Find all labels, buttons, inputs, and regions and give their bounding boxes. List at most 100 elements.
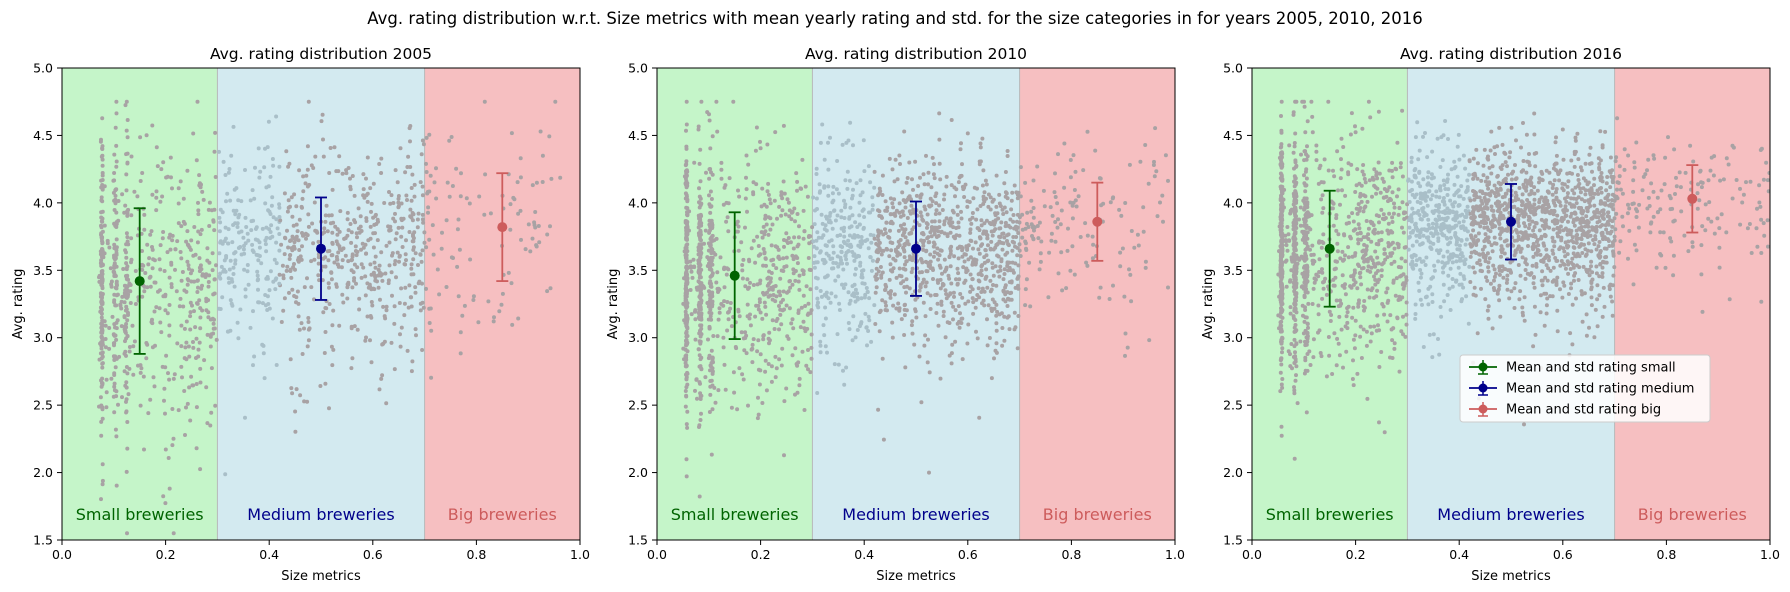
scatter-point-medium bbox=[855, 225, 860, 229]
scatter-point-small bbox=[1359, 282, 1364, 287]
scatter-point-small bbox=[761, 290, 765, 295]
scatter-point-medium bbox=[926, 170, 931, 175]
scatter-point-big bbox=[447, 194, 452, 199]
scatter-point-small bbox=[704, 170, 708, 175]
scatter-point-big bbox=[1122, 294, 1127, 299]
scatter-point-small bbox=[779, 213, 784, 218]
scatter-point-small bbox=[99, 497, 103, 502]
scatter-point-medium bbox=[841, 229, 846, 234]
scatter-point-small bbox=[772, 327, 777, 331]
scatter-point-small bbox=[1302, 207, 1307, 212]
scatter-point-medium bbox=[245, 263, 250, 267]
scatter-point-medium bbox=[323, 213, 328, 218]
scatter-point-medium bbox=[890, 201, 895, 206]
scatter-point-medium bbox=[818, 289, 823, 293]
scatter-point-small bbox=[98, 395, 103, 400]
scatter-point-medium bbox=[989, 239, 994, 244]
scatter-point-medium bbox=[904, 277, 909, 282]
scatter-point-medium bbox=[268, 269, 273, 274]
scatter-point-small bbox=[130, 323, 135, 328]
scatter-point-medium bbox=[226, 170, 231, 175]
scatter-point-small bbox=[750, 346, 755, 351]
scatter-point-medium bbox=[1007, 297, 1012, 302]
scatter-point-small bbox=[782, 244, 786, 249]
scatter-point-small bbox=[1355, 211, 1360, 216]
scatter-point-small bbox=[196, 285, 200, 290]
scatter-point-big bbox=[1153, 126, 1158, 131]
scatter-point-small bbox=[165, 311, 170, 316]
scatter-point-small bbox=[737, 314, 742, 319]
band-label-big: Big breweries bbox=[448, 505, 557, 524]
scatter-point-small bbox=[708, 392, 713, 397]
scatter-point-medium bbox=[981, 168, 986, 173]
scatter-point-small bbox=[1321, 286, 1326, 291]
scatter-point-small bbox=[1365, 259, 1370, 264]
scatter-point-medium bbox=[277, 164, 282, 169]
scatter-point-small bbox=[167, 235, 172, 240]
scatter-point-small bbox=[133, 269, 138, 273]
scatter-point-medium bbox=[877, 240, 882, 245]
scatter-point-medium bbox=[846, 290, 851, 295]
scatter-point-medium bbox=[355, 249, 360, 254]
scatter-point-medium bbox=[305, 344, 310, 349]
scatter-point-big bbox=[1110, 196, 1115, 201]
scatter-point-medium bbox=[974, 217, 979, 222]
scatter-point-small bbox=[189, 238, 194, 243]
scatter-point-small bbox=[114, 337, 119, 342]
scatter-point-small bbox=[182, 326, 187, 331]
scatter-point-medium bbox=[932, 176, 937, 181]
scatter-point-medium bbox=[876, 269, 881, 274]
scatter-point-medium bbox=[977, 162, 982, 167]
scatter-point-medium bbox=[1593, 234, 1598, 239]
scatter-point-medium bbox=[811, 239, 816, 244]
scatter-point-medium bbox=[874, 249, 879, 254]
scatter-point-medium bbox=[877, 213, 882, 218]
x-tick-label: 1.0 bbox=[1165, 547, 1185, 562]
scatter-point-medium bbox=[1009, 290, 1014, 295]
scatter-point-medium bbox=[838, 255, 843, 260]
scatter-point-small bbox=[165, 174, 170, 179]
scatter-point-small bbox=[1375, 255, 1380, 260]
scatter-point-small bbox=[1303, 149, 1308, 154]
scatter-point-medium bbox=[351, 270, 356, 275]
scatter-point-medium bbox=[903, 262, 907, 267]
scatter-point-small bbox=[707, 353, 712, 358]
scatter-point-small bbox=[706, 304, 711, 309]
scatter-point-small bbox=[1374, 170, 1379, 175]
scatter-point-small bbox=[717, 310, 722, 315]
scatter-point-small bbox=[1339, 301, 1344, 306]
scatter-point-medium bbox=[860, 281, 865, 286]
scatter-point-small bbox=[1352, 268, 1357, 273]
scatter-point-small bbox=[1403, 334, 1408, 339]
scatter-point-medium bbox=[310, 221, 315, 226]
scatter-point-medium bbox=[865, 290, 870, 294]
scatter-point-small bbox=[157, 288, 162, 293]
scatter-point-medium bbox=[897, 266, 902, 271]
scatter-point-big bbox=[1107, 297, 1112, 301]
scatter-point-small bbox=[762, 251, 767, 256]
scatter-point-medium bbox=[979, 243, 983, 248]
scatter-point-medium bbox=[902, 248, 906, 252]
scatter-point-medium bbox=[876, 234, 880, 239]
scatter-point-small bbox=[99, 330, 104, 335]
scatter-point-small bbox=[103, 337, 108, 341]
scatter-point-medium bbox=[368, 224, 373, 229]
scatter-point-medium bbox=[335, 262, 340, 267]
scatter-point-small bbox=[176, 201, 181, 206]
scatter-point-medium bbox=[812, 265, 817, 270]
scatter-point-small bbox=[185, 229, 190, 234]
scatter-point-medium bbox=[889, 219, 894, 224]
scatter-point-medium bbox=[925, 269, 930, 274]
scatter-point-medium bbox=[357, 307, 362, 312]
scatter-point-small bbox=[798, 325, 803, 330]
scatter-point-small bbox=[138, 403, 143, 408]
scatter-point-big bbox=[1017, 248, 1022, 253]
scatter-point-medium bbox=[948, 230, 953, 235]
scatter-point-small bbox=[1342, 257, 1346, 262]
scatter-point-medium bbox=[350, 174, 355, 178]
scatter-point-small bbox=[685, 220, 690, 224]
scatter-point-small bbox=[100, 350, 105, 355]
scatter-point-medium bbox=[830, 200, 835, 205]
scatter-point-medium bbox=[864, 286, 869, 290]
scatter-point-big bbox=[429, 375, 434, 380]
